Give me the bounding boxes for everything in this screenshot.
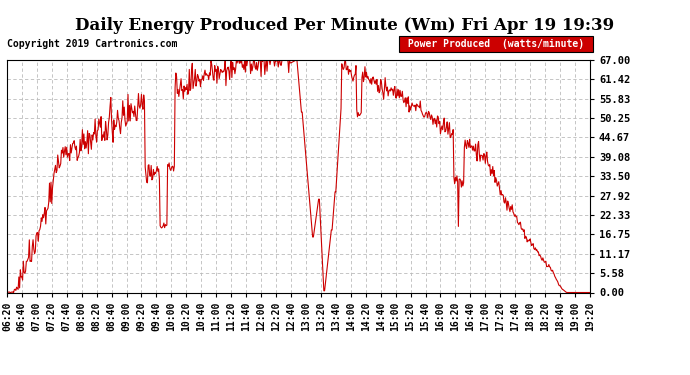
- Text: Daily Energy Produced Per Minute (Wm) Fri Apr 19 19:39: Daily Energy Produced Per Minute (Wm) Fr…: [75, 17, 615, 34]
- Text: Copyright 2019 Cartronics.com: Copyright 2019 Cartronics.com: [7, 39, 177, 50]
- Text: Power Produced  (watts/minute): Power Produced (watts/minute): [402, 39, 590, 50]
